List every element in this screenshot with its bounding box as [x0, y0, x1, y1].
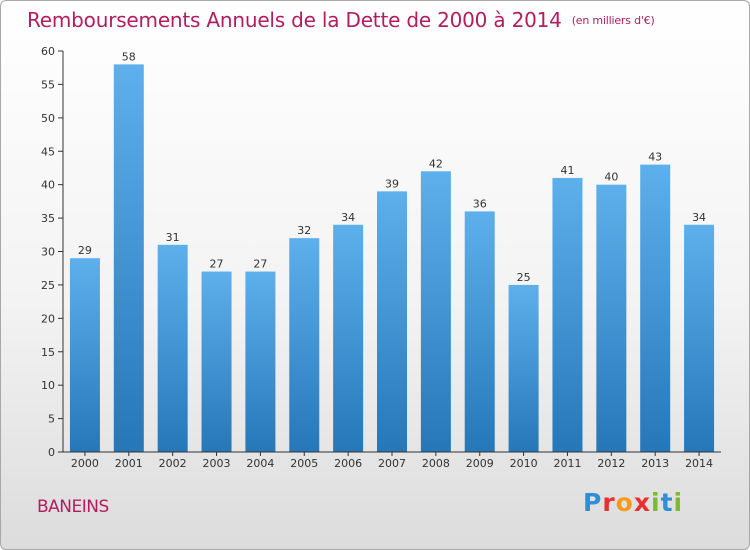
bar-value-label: 40 [604, 171, 618, 184]
y-tick-label: 15 [41, 346, 55, 359]
y-tick-label: 55 [41, 78, 55, 91]
bar [640, 164, 671, 452]
bar-value-label: 41 [560, 164, 574, 177]
chart-title-text: Remboursements Annuels de la Dette de 20… [27, 8, 562, 32]
bar [596, 184, 627, 452]
y-tick-label: 10 [41, 379, 55, 392]
bar [508, 284, 539, 452]
y-tick-label: 20 [41, 312, 55, 325]
y-tick-label: 25 [41, 279, 55, 292]
bars-group: 29 58 31 27 27 32 34 39 42 36 25 41 40 43 34 [69, 50, 715, 453]
logo-letter: x [633, 488, 651, 517]
bar [245, 271, 276, 452]
x-tick-label: 2014 [685, 457, 713, 470]
bar [69, 258, 100, 452]
bar [420, 171, 451, 453]
bar-value-label: 43 [648, 151, 662, 164]
y-tick-label: 5 [48, 413, 55, 426]
logo-letter: P [583, 488, 603, 517]
proxiti-logo: Proxiti [583, 488, 683, 517]
x-tick-label: 2005 [290, 457, 318, 470]
bar-value-label: 32 [297, 224, 311, 237]
bar [464, 211, 495, 452]
x-tick-label: 2003 [203, 457, 231, 470]
y-tick-label: 60 [41, 45, 55, 58]
y-tick-label: 35 [41, 212, 55, 225]
chart-title: Remboursements Annuels de la Dette de 20… [27, 8, 655, 32]
x-tick-label: 2004 [246, 457, 274, 470]
y-tick-label: 0 [48, 446, 55, 459]
logo-letter: i [673, 488, 684, 517]
x-tick-label: 2009 [466, 457, 494, 470]
x-tick-label: 2000 [71, 457, 99, 470]
y-tick-label: 40 [41, 179, 55, 192]
bar [201, 271, 232, 452]
bar [552, 177, 583, 452]
axes-group: 2000 2001 2002 2003 2004 2005 2006 2007 2008 2009… [41, 45, 721, 470]
bar-value-label: 36 [473, 197, 487, 210]
bar-value-label: 27 [253, 258, 267, 271]
bar-value-label: 39 [385, 177, 399, 190]
x-tick-label: 2013 [641, 457, 669, 470]
bar-value-label: 31 [166, 231, 180, 244]
bar-value-label: 25 [517, 271, 531, 284]
logo-letter: t [660, 488, 674, 517]
bar [289, 238, 320, 452]
bar [157, 244, 188, 452]
bar-value-label: 58 [122, 50, 136, 63]
chart-title-unit: (en milliers d'€) [571, 14, 655, 27]
bar [333, 224, 364, 452]
y-tick-label: 45 [41, 145, 55, 158]
logo-letter: r [602, 488, 616, 517]
bar [684, 224, 715, 452]
y-tick-label: 50 [41, 112, 55, 125]
bar-value-label: 29 [78, 244, 92, 257]
y-tick-label: 30 [41, 246, 55, 259]
x-tick-label: 2012 [597, 457, 625, 470]
bar [113, 64, 144, 452]
commune-name: BANEINS [37, 497, 109, 517]
logo-letter: o [615, 488, 634, 517]
x-tick-label: 2008 [422, 457, 450, 470]
bar-value-label: 34 [341, 211, 355, 224]
bar-value-label: 42 [429, 157, 443, 170]
x-tick-label: 2006 [334, 457, 362, 470]
x-tick-label: 2007 [378, 457, 406, 470]
bar-value-label: 34 [692, 211, 706, 224]
x-tick-label: 2011 [553, 457, 581, 470]
logo-letter: i [651, 488, 661, 517]
x-tick-label: 2002 [159, 457, 187, 470]
bar-value-label: 27 [210, 258, 224, 271]
bar [377, 191, 407, 452]
x-tick-label: 2001 [115, 457, 143, 470]
x-tick-label: 2010 [510, 457, 538, 470]
